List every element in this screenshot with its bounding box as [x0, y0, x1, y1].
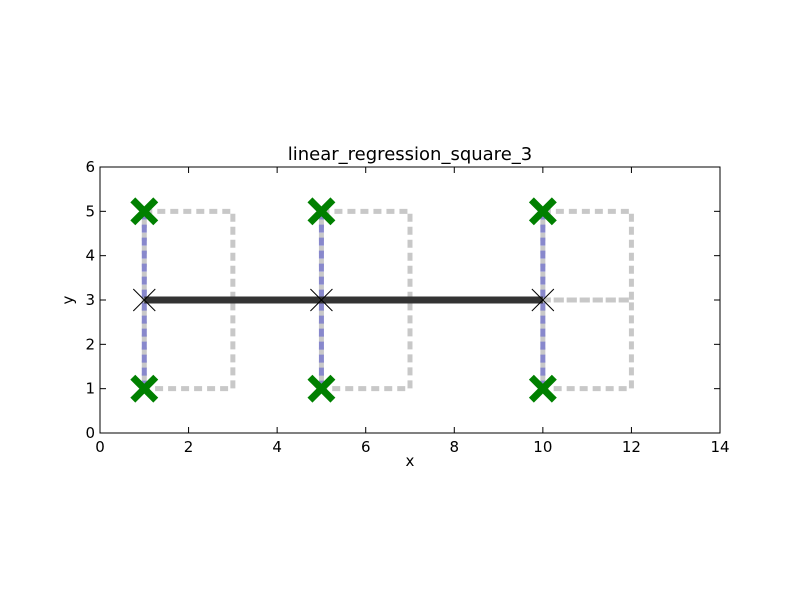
y-tick-label: 5 — [85, 202, 95, 220]
y-tick-label: 6 — [85, 158, 95, 176]
data-point-4 — [528, 374, 557, 403]
residual-square-5 — [540, 208, 634, 303]
x-axis-label: x — [406, 452, 415, 470]
x-tick-label: 2 — [184, 438, 194, 456]
y-tick-label: 2 — [85, 335, 95, 353]
fitted-point-marker-1 — [310, 288, 333, 312]
x-tick-label: 4 — [272, 438, 282, 456]
x-tick-label: 8 — [450, 438, 460, 456]
data-point-2 — [307, 374, 336, 403]
residual-square-1 — [141, 208, 236, 303]
x-axis: 0 2 4 6 8 10 12 14 — [95, 167, 730, 456]
x-tick-label: 12 — [622, 438, 641, 456]
fitted-point-marker-2 — [531, 288, 555, 312]
chart-title: linear_regression_square_3 — [288, 144, 532, 165]
data-point-5 — [528, 197, 557, 226]
x-tick-label: 0 — [95, 438, 105, 456]
plot-content — [130, 197, 634, 403]
fitted-point-marker-0 — [132, 288, 156, 312]
y-tick-label: 3 — [85, 291, 95, 309]
residual-square-0 — [141, 297, 236, 392]
data-point-3 — [307, 197, 336, 226]
y-tick-label: 1 — [85, 380, 95, 398]
y-axis: 0 1 2 3 4 5 6 — [85, 158, 720, 442]
y-tick-label: 0 — [85, 424, 95, 442]
data-point-0 — [130, 374, 159, 403]
residual-square-2 — [318, 297, 413, 392]
x-tick-label: 14 — [710, 438, 729, 456]
x-tick-label: 10 — [533, 438, 552, 456]
residual-square-3 — [318, 208, 413, 303]
residual-square-4 — [540, 297, 634, 392]
y-tick-label: 4 — [85, 247, 95, 265]
y-axis-label: y — [59, 295, 77, 304]
data-point-1 — [130, 197, 159, 226]
x-tick-label: 6 — [361, 438, 371, 456]
